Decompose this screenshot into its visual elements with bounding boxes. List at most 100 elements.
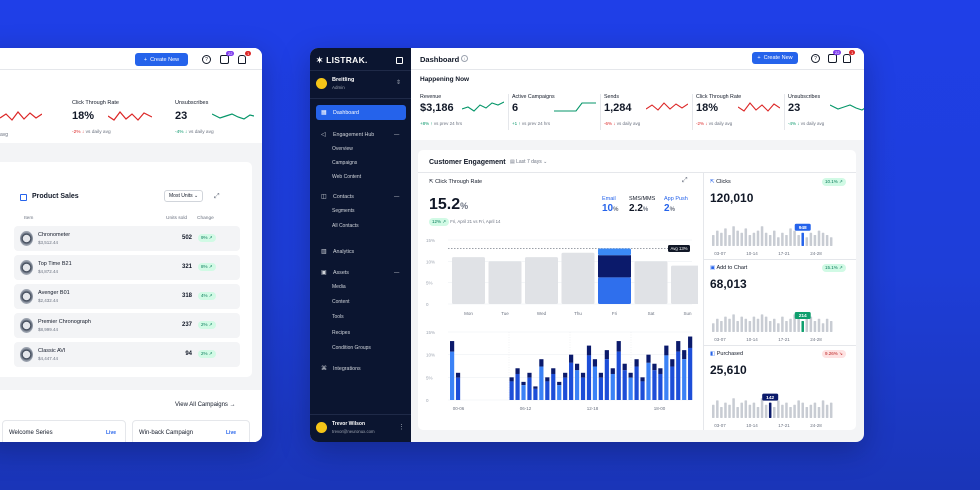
bar[interactable] xyxy=(736,407,739,418)
bar-segment[interactable] xyxy=(598,255,631,278)
bell-icon[interactable] xyxy=(843,54,851,63)
bar[interactable] xyxy=(716,318,719,332)
bar-segment[interactable] xyxy=(533,386,538,389)
bar[interactable] xyxy=(671,265,698,304)
bar[interactable] xyxy=(720,232,723,246)
bar[interactable] xyxy=(527,377,532,400)
bar-segment[interactable] xyxy=(598,277,631,304)
bar[interactable] xyxy=(809,232,813,246)
sidebar-item-assets[interactable]: ▣ Assets — xyxy=(321,269,400,277)
date-range-dropdown[interactable]: ▤ Last 7 days ⌄ xyxy=(510,159,548,165)
bar[interactable] xyxy=(744,228,748,246)
bar[interactable] xyxy=(628,377,633,400)
bar[interactable] xyxy=(724,402,727,418)
bar[interactable] xyxy=(764,404,768,418)
sort-dropdown[interactable]: Most Units ⌄ xyxy=(164,190,204,202)
bar[interactable] xyxy=(604,359,609,400)
sidebar-item-analytics[interactable]: ▥ Analytics xyxy=(321,248,355,256)
bar[interactable] xyxy=(793,404,796,418)
stat-card[interactable]: Revenue $3,186 +8% ↑ vs prev 24 hrs xyxy=(420,94,508,134)
bar[interactable] xyxy=(801,321,804,332)
bar-segment[interactable] xyxy=(539,359,544,367)
bar-segment[interactable] xyxy=(658,368,663,374)
bar-segment[interactable] xyxy=(574,363,580,371)
bar[interactable] xyxy=(488,261,522,304)
bar[interactable] xyxy=(785,402,788,418)
bar[interactable] xyxy=(724,228,727,246)
bar[interactable] xyxy=(561,252,595,304)
channel-stat[interactable]: Email 10% xyxy=(602,196,619,214)
sidebar-item-campaigns[interactable]: Campaigns xyxy=(332,160,358,166)
bar-segment[interactable] xyxy=(586,345,592,356)
bar[interactable] xyxy=(764,232,768,246)
bar[interactable] xyxy=(744,400,748,418)
sidebar-item-dashboard[interactable]: ▦ Dashboard xyxy=(316,105,406,120)
bar[interactable] xyxy=(728,318,731,332)
bar-segment[interactable] xyxy=(682,350,687,360)
campaign-card[interactable]: Win-back Campaign Live xyxy=(132,420,250,442)
bar-segment[interactable] xyxy=(688,336,693,348)
bar-segment[interactable] xyxy=(551,368,556,374)
bar-segment[interactable] xyxy=(646,354,651,363)
bar[interactable] xyxy=(801,402,804,418)
bar-segment[interactable] xyxy=(616,341,621,352)
bar[interactable] xyxy=(805,318,809,332)
product-row[interactable]: Premier Chronograph $8,999.44 237 2% ↗ xyxy=(14,313,240,338)
bar-segment[interactable] xyxy=(652,363,657,371)
bar[interactable] xyxy=(574,370,580,400)
bar[interactable] xyxy=(752,316,756,332)
product-row[interactable]: Top Time B21 $4,872.44 321 8% ↗ xyxy=(14,255,240,280)
bar[interactable] xyxy=(676,351,681,400)
bar[interactable] xyxy=(781,232,784,246)
bar[interactable] xyxy=(688,347,693,400)
bar[interactable] xyxy=(515,373,520,400)
product-row[interactable]: Classic AVI $4,447.44 94 2% ↗ xyxy=(14,342,240,367)
sidebar-item-overview[interactable]: Overview xyxy=(332,146,353,152)
bar[interactable] xyxy=(744,318,748,332)
help-icon[interactable]: ? xyxy=(811,54,820,63)
bar[interactable] xyxy=(640,381,645,400)
bar[interactable] xyxy=(813,402,817,418)
bar[interactable] xyxy=(789,318,792,332)
bar-segment[interactable] xyxy=(634,359,639,367)
bar[interactable] xyxy=(551,373,556,400)
sidebar-item-contacts[interactable]: ◫ Contacts — xyxy=(321,193,400,201)
bar[interactable] xyxy=(817,407,821,418)
bar-segment[interactable] xyxy=(509,377,514,382)
bar[interactable] xyxy=(748,404,752,418)
bar[interactable] xyxy=(670,366,675,400)
sidebar-item-web-content[interactable]: Web Content xyxy=(332,174,362,180)
bar[interactable] xyxy=(736,230,739,246)
bar[interactable] xyxy=(652,370,657,400)
bar[interactable] xyxy=(712,404,715,418)
bar[interactable] xyxy=(829,402,833,418)
bar[interactable] xyxy=(773,230,776,246)
bar[interactable] xyxy=(768,235,772,246)
bar[interactable] xyxy=(760,226,764,246)
mini-stat-card[interactable]: ⇱ Clicks 10.1% ↗ 120,010 948 03-07 10-14 17-… xyxy=(710,176,850,260)
bar[interactable] xyxy=(817,318,821,332)
bar[interactable] xyxy=(455,377,461,400)
bar[interactable] xyxy=(732,398,735,418)
bar[interactable] xyxy=(450,351,455,400)
sidebar-item-content[interactable]: Content xyxy=(332,299,350,305)
bar[interactable] xyxy=(539,366,544,400)
bar[interactable] xyxy=(509,381,514,400)
bar[interactable] xyxy=(797,400,800,418)
bar[interactable] xyxy=(752,232,756,246)
bar[interactable] xyxy=(756,407,760,418)
bar[interactable] xyxy=(740,316,743,332)
bar[interactable] xyxy=(728,404,731,418)
bar[interactable] xyxy=(817,230,821,246)
bar[interactable] xyxy=(809,316,813,332)
bar[interactable] xyxy=(740,402,743,418)
bg-create-button[interactable]: + Create New xyxy=(135,53,188,66)
bar[interactable] xyxy=(634,366,639,400)
bar[interactable] xyxy=(712,235,715,246)
notifications-icon[interactable] xyxy=(220,55,229,64)
bar-segment[interactable] xyxy=(676,341,681,352)
expand-icon[interactable]: ⤢ xyxy=(682,177,688,184)
bar[interactable] xyxy=(563,377,568,400)
bar[interactable] xyxy=(545,381,550,400)
sidebar-item-integrations[interactable]: ⌘ Integrations xyxy=(321,365,361,373)
